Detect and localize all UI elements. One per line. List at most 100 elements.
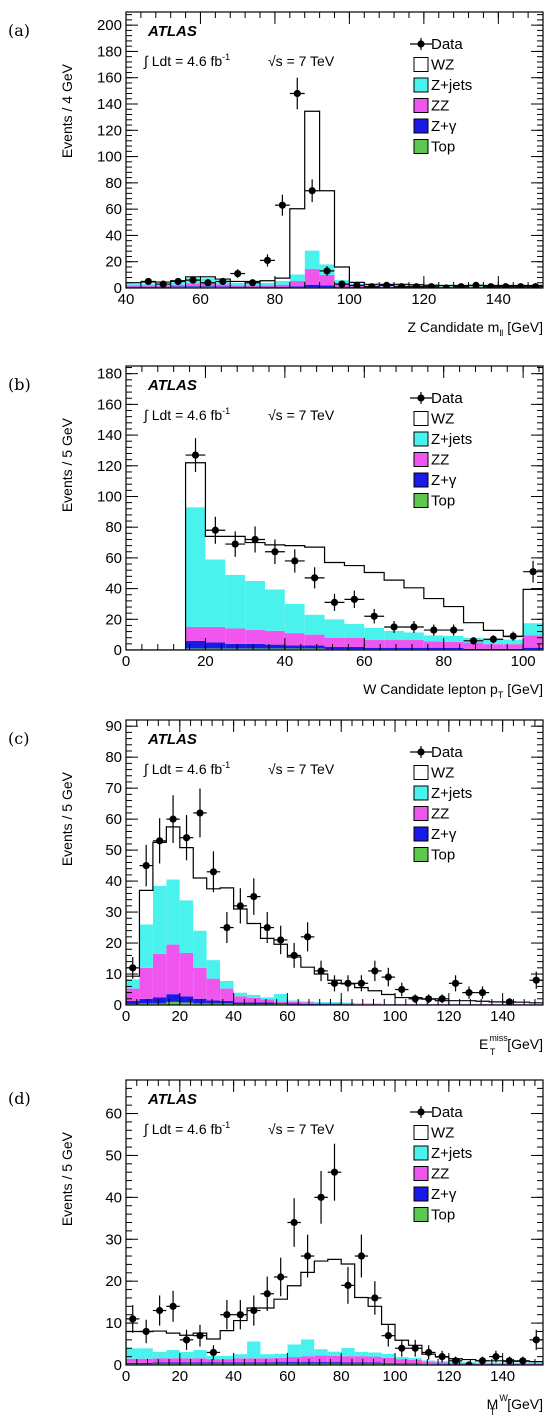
bar-zgamma <box>220 1000 234 1004</box>
legend-swatch <box>413 1125 429 1140</box>
bar-wz <box>354 987 369 1004</box>
y-tick-label: 60 <box>105 201 122 218</box>
bar-zjets <box>341 1002 355 1004</box>
bar-wz <box>287 1285 301 1345</box>
bar-zz <box>324 637 345 647</box>
legend-swatch <box>413 847 429 862</box>
bar-zjets <box>185 507 206 627</box>
data-point <box>204 279 212 287</box>
bar-zjets <box>300 1001 315 1003</box>
y-tick-label: 80 <box>105 175 122 192</box>
legend-label: WZ <box>431 765 454 782</box>
bar-zjets <box>205 559 226 627</box>
bar-zgamma <box>126 286 141 288</box>
lumi-sup: -1 <box>222 760 230 770</box>
data-point <box>290 951 298 960</box>
bar-zgamma <box>166 994 180 1002</box>
total-outline <box>126 1258 543 1365</box>
data-point <box>398 1344 406 1352</box>
chart-panel-3: (d) 0 20 40 60 80 100 120 140 0 10 20 30 40 50 60 Events… <box>8 1079 544 1417</box>
bar-zgamma <box>423 647 444 650</box>
bar-zz <box>247 1358 261 1363</box>
legend-label: Top <box>431 1207 455 1224</box>
y-axis-label: Events / 5 GeV <box>59 417 75 512</box>
legend-label: Z+jets <box>431 431 472 448</box>
legend-label: WZ <box>431 1125 454 1142</box>
bar-wz <box>247 923 261 995</box>
plot-area <box>126 788 543 1005</box>
bar-zz <box>139 967 153 999</box>
bar-zjets <box>247 1341 261 1359</box>
bar-wz <box>126 282 141 285</box>
bar-zjets <box>327 1001 342 1003</box>
bar-top <box>260 1363 274 1365</box>
legend-label: Top <box>431 847 455 864</box>
x-tick-label: 40 <box>225 1368 242 1385</box>
legend: Data WZ Z+jets ZZ Z+γ Top <box>410 390 472 510</box>
x-axis-label-sub: T <box>490 1407 496 1417</box>
legend-swatch <box>413 139 429 154</box>
bar-wz <box>233 1320 248 1355</box>
data-point <box>263 923 271 932</box>
data-point <box>293 89 301 98</box>
bar-zjets <box>523 623 543 636</box>
data-point <box>505 998 513 1005</box>
x-tick-label: 0 <box>122 653 130 670</box>
bar-top <box>205 648 226 650</box>
bar-wz <box>381 994 396 1004</box>
data-point <box>384 973 392 981</box>
legend-label: Z+γ <box>431 1186 457 1203</box>
bar-zjets <box>245 580 265 631</box>
bar-wz <box>274 278 290 281</box>
bar-zz <box>368 1003 382 1005</box>
data-point <box>291 557 299 565</box>
bar-zz <box>260 1358 274 1363</box>
bar-top <box>354 1363 369 1365</box>
legend-label: Z+γ <box>431 826 457 843</box>
sqrts-label: √s = 7 TeV <box>268 1121 335 1137</box>
bar-zz <box>489 1363 503 1365</box>
bar-top <box>152 1003 167 1005</box>
bar-zz <box>126 285 141 287</box>
data-point <box>330 979 339 987</box>
bar-zz <box>126 1358 140 1363</box>
data-point <box>451 979 460 987</box>
data-point <box>411 995 419 1003</box>
bar-zgamma <box>126 1000 140 1005</box>
data-point <box>250 1306 258 1315</box>
bar-zgamma <box>205 642 226 649</box>
x-tick-label: 60 <box>192 291 209 308</box>
legend-label: Z+jets <box>431 77 472 94</box>
legend-swatch <box>413 806 429 821</box>
y-tick-label: 140 <box>97 96 122 113</box>
bar-zz <box>327 1355 342 1363</box>
bar-zgamma <box>247 1002 261 1005</box>
bar-zz <box>408 1359 422 1364</box>
bar-zjets <box>327 1351 342 1356</box>
bar-zgamma <box>523 647 543 650</box>
bar-zjets <box>225 574 246 629</box>
data-point <box>323 267 331 275</box>
bar-wz <box>443 606 464 636</box>
luminosity-label: ∫ Ldt = 4.6 fb-1 <box>143 1120 230 1137</box>
stacked-histogram <box>126 111 543 288</box>
legend-swatch <box>413 1207 429 1222</box>
y-tick-label: 30 <box>105 1231 122 1248</box>
bar-zz <box>421 1361 436 1364</box>
y-tick-label: 10 <box>105 1315 122 1332</box>
ticks: 0 20 40 60 80 100 120 140 0 10 20 30 40 50 60 70 80 90 <box>105 718 543 1025</box>
bar-top <box>185 286 201 288</box>
x-tick-label: 0 <box>122 1008 130 1025</box>
bar-top <box>139 1003 153 1005</box>
data-points <box>126 1143 543 1365</box>
data-point <box>344 979 352 987</box>
x-axis-label-sub: T <box>490 1047 496 1057</box>
data-point <box>290 1218 298 1227</box>
bar-top <box>314 1363 328 1365</box>
bar-wz <box>152 1331 167 1353</box>
data-point <box>532 976 540 984</box>
data-point <box>191 451 200 459</box>
bar-zz <box>215 284 231 287</box>
legend-label: Z+γ <box>431 118 457 135</box>
data-point <box>277 936 285 944</box>
